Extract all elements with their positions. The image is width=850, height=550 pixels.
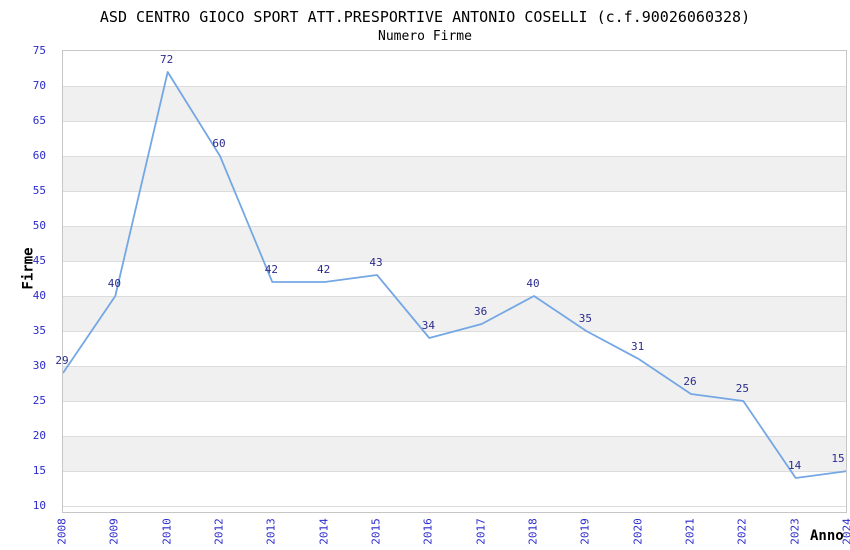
plot-band <box>63 366 846 401</box>
gridline <box>63 191 846 192</box>
x-tick-label: 2010 <box>160 518 174 545</box>
plot-band <box>63 86 846 121</box>
y-tick-label: 70 <box>32 79 46 92</box>
plot-band <box>63 226 846 261</box>
plot-band <box>63 261 846 296</box>
x-tick-label: 2015 <box>369 518 383 545</box>
plot-band <box>63 331 846 366</box>
x-tick-label: 2013 <box>264 518 278 545</box>
x-tick-label: 2016 <box>421 518 435 545</box>
x-tick-label: 2023 <box>788 518 802 545</box>
gridline <box>63 401 846 402</box>
gridline <box>63 86 846 87</box>
gridline <box>63 471 846 472</box>
plot-band <box>63 471 846 506</box>
chart-subtitle: Numero Firme <box>378 29 472 44</box>
y-tick-label: 25 <box>32 394 46 407</box>
y-tick-label: 65 <box>32 114 46 127</box>
y-tick-label: 20 <box>32 429 46 442</box>
gridline <box>63 436 846 437</box>
y-tick-label: 50 <box>32 219 46 232</box>
gridline <box>63 261 846 262</box>
plot-band <box>63 121 846 156</box>
x-tick-label: 2017 <box>474 518 488 545</box>
x-tick-label: 2012 <box>212 518 226 545</box>
x-tick-label: 2018 <box>526 518 540 545</box>
plot-area <box>62 50 847 513</box>
gridline <box>63 366 846 367</box>
data-line <box>63 71 846 479</box>
plot-band <box>63 156 846 191</box>
y-axis-title: Firme <box>20 247 37 290</box>
x-tick-label: 2014 <box>317 518 331 545</box>
x-tick-label: 2020 <box>631 518 645 545</box>
y-tick-label: 10 <box>32 499 46 512</box>
plot-band <box>63 436 846 471</box>
x-tick-label: 2008 <box>55 518 69 545</box>
x-tick-label: 2022 <box>735 518 749 545</box>
plot-band <box>63 51 846 86</box>
x-tick-label: 2009 <box>107 518 121 545</box>
x-tick-label: 2021 <box>683 518 697 545</box>
gridline <box>63 226 846 227</box>
gridline <box>63 506 846 507</box>
line-series <box>63 71 846 479</box>
y-tick-label: 35 <box>32 324 46 337</box>
gridline <box>63 156 846 157</box>
gridline <box>63 121 846 122</box>
gridline <box>63 296 846 297</box>
y-tick-label: 30 <box>32 359 46 372</box>
chart-title: ASD CENTRO GIOCO SPORT ATT.PRESPORTIVE A… <box>99 8 751 26</box>
plot-band <box>63 401 846 436</box>
y-tick-label: 55 <box>32 184 46 197</box>
y-tick-label: 15 <box>32 464 46 477</box>
plot-band <box>63 296 846 331</box>
y-tick-label: 60 <box>32 149 46 162</box>
y-tick-label: 75 <box>32 44 46 57</box>
plot-band <box>63 191 846 226</box>
x-tick-label: 2019 <box>578 518 592 545</box>
x-axis-title: Anno <box>810 528 844 544</box>
